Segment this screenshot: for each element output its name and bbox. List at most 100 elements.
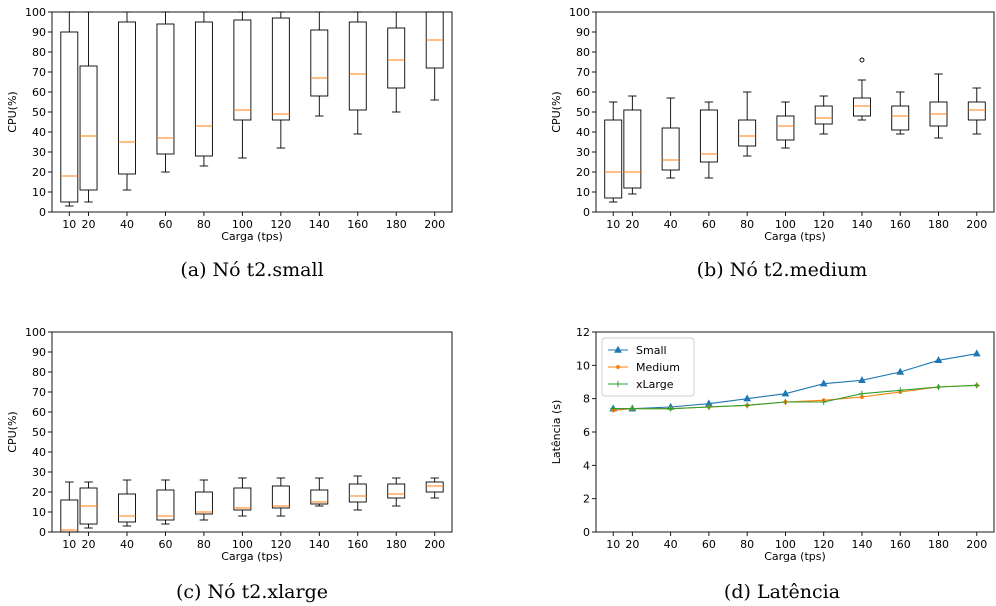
box-iqr: [738, 119, 757, 147]
y-tick-label: 6: [583, 426, 590, 439]
x-axis-label: Carga (tps): [221, 550, 283, 563]
x-tick-label: 40: [120, 218, 134, 231]
box-iqr: [271, 485, 290, 509]
box-60: [156, 479, 175, 525]
x-tick-label: 20: [625, 218, 639, 231]
panel-d: 0 2 4 6 8 10 12 10 20 40 60 80 100 120 140 160 180 200 Car…: [550, 326, 995, 603]
box-10: [60, 481, 79, 533]
y-tick-label: 10: [576, 359, 590, 372]
x-tick-label: 100: [775, 538, 796, 551]
box-100: [776, 101, 795, 149]
x-tick-label: 20: [625, 538, 639, 551]
box-iqr: [348, 21, 367, 111]
point-plus: [667, 405, 674, 412]
x-tick-label: 80: [197, 538, 211, 551]
box-iqr: [194, 21, 213, 157]
x-tick-label: 160: [347, 538, 368, 551]
x-tick-label: 120: [270, 218, 291, 231]
y-tick-label: 80: [576, 46, 590, 59]
legend-label: xLarge: [636, 378, 674, 391]
panel-caption: (c) Nó t2.xlarge: [176, 581, 328, 603]
box-iqr: [233, 19, 252, 121]
box-iqr: [967, 101, 986, 121]
y-tick-label: 40: [32, 446, 46, 459]
y-tick-label: 20: [32, 166, 46, 179]
legend-label: Medium: [636, 361, 680, 374]
box-iqr: [310, 29, 329, 97]
x-tick-label: 10: [62, 218, 76, 231]
box-iqr: [348, 483, 367, 503]
point-dot: [859, 395, 864, 399]
y-axis-label: Latência (s): [550, 400, 563, 465]
legend-label: Small: [636, 344, 667, 357]
box-10: [604, 101, 623, 203]
x-tick-label: 60: [702, 218, 716, 231]
x-tick-label: 60: [158, 218, 172, 231]
x-tick-label: 200: [966, 218, 987, 231]
box-160: [891, 91, 910, 135]
y-tick-label: 0: [39, 526, 46, 539]
y-tick-label: 12: [576, 326, 590, 339]
panel-caption: (a) Nó t2.small: [180, 259, 323, 281]
panel-a: 0 10 20 30 40 50 60 70 80 90 100 10 20 40 60 80 100 120 14…: [6, 6, 453, 281]
box-100: [233, 11, 252, 159]
box-40: [661, 97, 680, 179]
x-tick-label: 160: [890, 218, 911, 231]
y-tick-label: 10: [32, 506, 46, 519]
x-axis-label: Carga (tps): [221, 230, 283, 243]
x-tick-label: 140: [851, 538, 872, 551]
box-180: [929, 73, 948, 139]
y-tick-label: 100: [569, 6, 590, 19]
x-tick-label: 80: [740, 218, 754, 231]
box-140: [310, 477, 329, 507]
x-tick-label: 120: [813, 218, 834, 231]
y-tick-label: 100: [25, 326, 46, 339]
x-tick-label: 160: [347, 218, 368, 231]
x-tick-label: 200: [966, 538, 987, 551]
point-triangle: [819, 379, 828, 387]
box-10: [60, 11, 79, 207]
x-tick-label: 60: [702, 538, 716, 551]
x-tick-label: 100: [775, 218, 796, 231]
box-200: [425, 477, 444, 499]
y-tick-label: 90: [576, 26, 590, 39]
box-80: [194, 479, 213, 521]
x-tick-label: 20: [82, 538, 96, 551]
box-40: [118, 11, 136, 191]
axes-frame: [595, 11, 995, 213]
point-plus: [615, 381, 621, 387]
y-tick-label: 70: [32, 386, 46, 399]
box-iqr: [891, 105, 910, 131]
x-tick-label: 60: [158, 538, 172, 551]
x-tick-label: 20: [82, 218, 96, 231]
box-80: [738, 91, 757, 157]
y-axis-label: CPU(%): [550, 91, 563, 132]
x-tick-label: 140: [309, 218, 330, 231]
point-plus: [897, 387, 904, 394]
y-tick-label: 0: [583, 206, 590, 219]
x-tick-label: 200: [424, 218, 445, 231]
point-triangle: [858, 376, 866, 384]
box-200: [425, 11, 444, 101]
y-tick-label: 80: [32, 46, 46, 59]
y-tick-label: 10: [32, 186, 46, 199]
box-160: [348, 475, 367, 511]
point-dot: [616, 365, 620, 369]
x-axis-label: Carga (tps): [764, 550, 826, 563]
outlier-point: [859, 57, 865, 63]
box-120: [814, 95, 833, 135]
box-iqr: [60, 31, 79, 203]
x-tick-label: 40: [664, 538, 678, 551]
y-tick-label: 30: [32, 466, 46, 479]
point-plus: [629, 405, 636, 412]
x-tick-label: 140: [851, 218, 872, 231]
y-axis-label: CPU(%): [6, 91, 19, 132]
x-tick-label: 120: [813, 538, 834, 551]
x-tick-label: 10: [606, 538, 620, 551]
y-tick-label: 60: [576, 86, 590, 99]
point-plus: [610, 405, 617, 412]
y-tick-label: 70: [32, 66, 46, 79]
box-140: [853, 57, 871, 121]
legend-box: [601, 337, 695, 397]
